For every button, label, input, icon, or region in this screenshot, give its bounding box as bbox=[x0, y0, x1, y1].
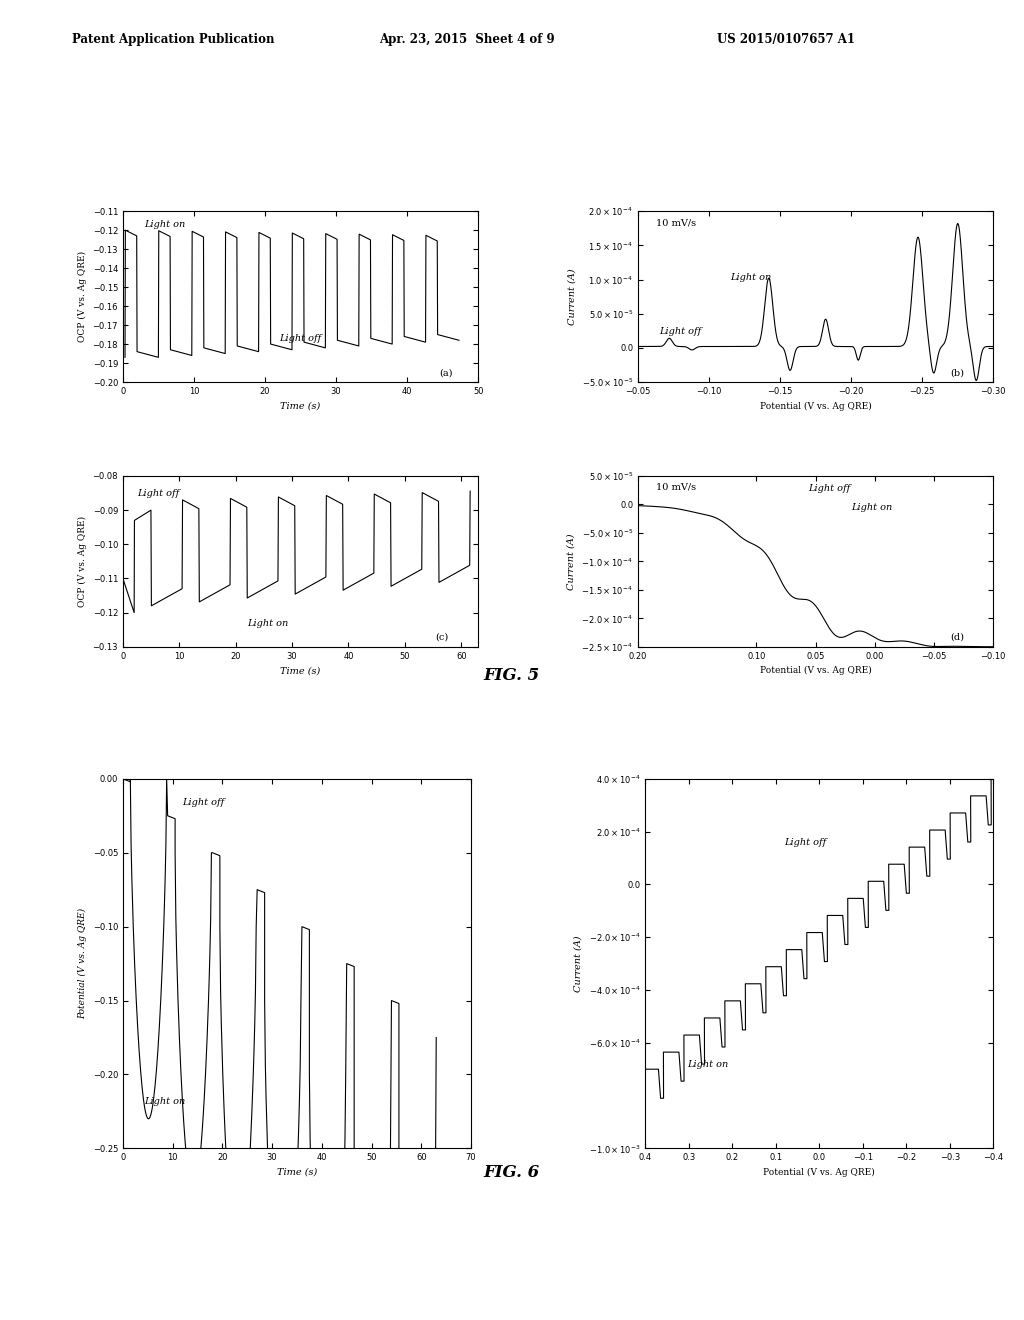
X-axis label: Time (s): Time (s) bbox=[281, 667, 321, 676]
Text: (b): (b) bbox=[950, 368, 965, 378]
Text: Light off: Light off bbox=[784, 838, 826, 847]
Text: Patent Application Publication: Patent Application Publication bbox=[72, 33, 274, 46]
Text: Light off: Light off bbox=[137, 490, 179, 499]
Y-axis label: Current (A): Current (A) bbox=[567, 268, 577, 325]
Text: Light on: Light on bbox=[851, 503, 893, 512]
X-axis label: Time (s): Time (s) bbox=[281, 401, 321, 411]
Text: US 2015/0107657 A1: US 2015/0107657 A1 bbox=[717, 33, 855, 46]
Text: 10 mV/s: 10 mV/s bbox=[655, 483, 696, 492]
Text: Light off: Light off bbox=[659, 327, 701, 337]
Y-axis label: OCP (V vs. Ag QRE): OCP (V vs. Ag QRE) bbox=[78, 516, 87, 607]
Text: FIG. 6: FIG. 6 bbox=[484, 1164, 540, 1181]
Y-axis label: Potential (V vs. Ag QRE): Potential (V vs. Ag QRE) bbox=[78, 908, 87, 1019]
X-axis label: Potential (V vs. Ag QRE): Potential (V vs. Ag QRE) bbox=[760, 667, 871, 676]
Text: Light on: Light on bbox=[730, 272, 772, 281]
Text: Light off: Light off bbox=[182, 797, 224, 807]
Y-axis label: Current (A): Current (A) bbox=[567, 533, 575, 590]
X-axis label: Time (s): Time (s) bbox=[276, 1168, 317, 1177]
Y-axis label: OCP (V vs. Ag QRE): OCP (V vs. Ag QRE) bbox=[78, 251, 87, 342]
Text: Light off: Light off bbox=[809, 484, 851, 494]
Text: Light on: Light on bbox=[144, 219, 185, 228]
Text: (a): (a) bbox=[439, 368, 453, 378]
Text: Apr. 23, 2015  Sheet 4 of 9: Apr. 23, 2015 Sheet 4 of 9 bbox=[379, 33, 555, 46]
Text: (c): (c) bbox=[435, 634, 449, 642]
Text: FIG. 5: FIG. 5 bbox=[484, 667, 540, 684]
X-axis label: Potential (V vs. Ag QRE): Potential (V vs. Ag QRE) bbox=[760, 401, 871, 411]
Text: Light on: Light on bbox=[247, 619, 289, 628]
Text: (d): (d) bbox=[950, 634, 965, 642]
X-axis label: Potential (V vs. Ag QRE): Potential (V vs. Ag QRE) bbox=[763, 1168, 876, 1177]
Text: Light off: Light off bbox=[280, 334, 322, 343]
Y-axis label: Current (A): Current (A) bbox=[574, 936, 583, 991]
Text: 10 mV/s: 10 mV/s bbox=[655, 218, 696, 227]
Text: Light on: Light on bbox=[687, 1060, 728, 1069]
Text: Light on: Light on bbox=[143, 1097, 185, 1106]
